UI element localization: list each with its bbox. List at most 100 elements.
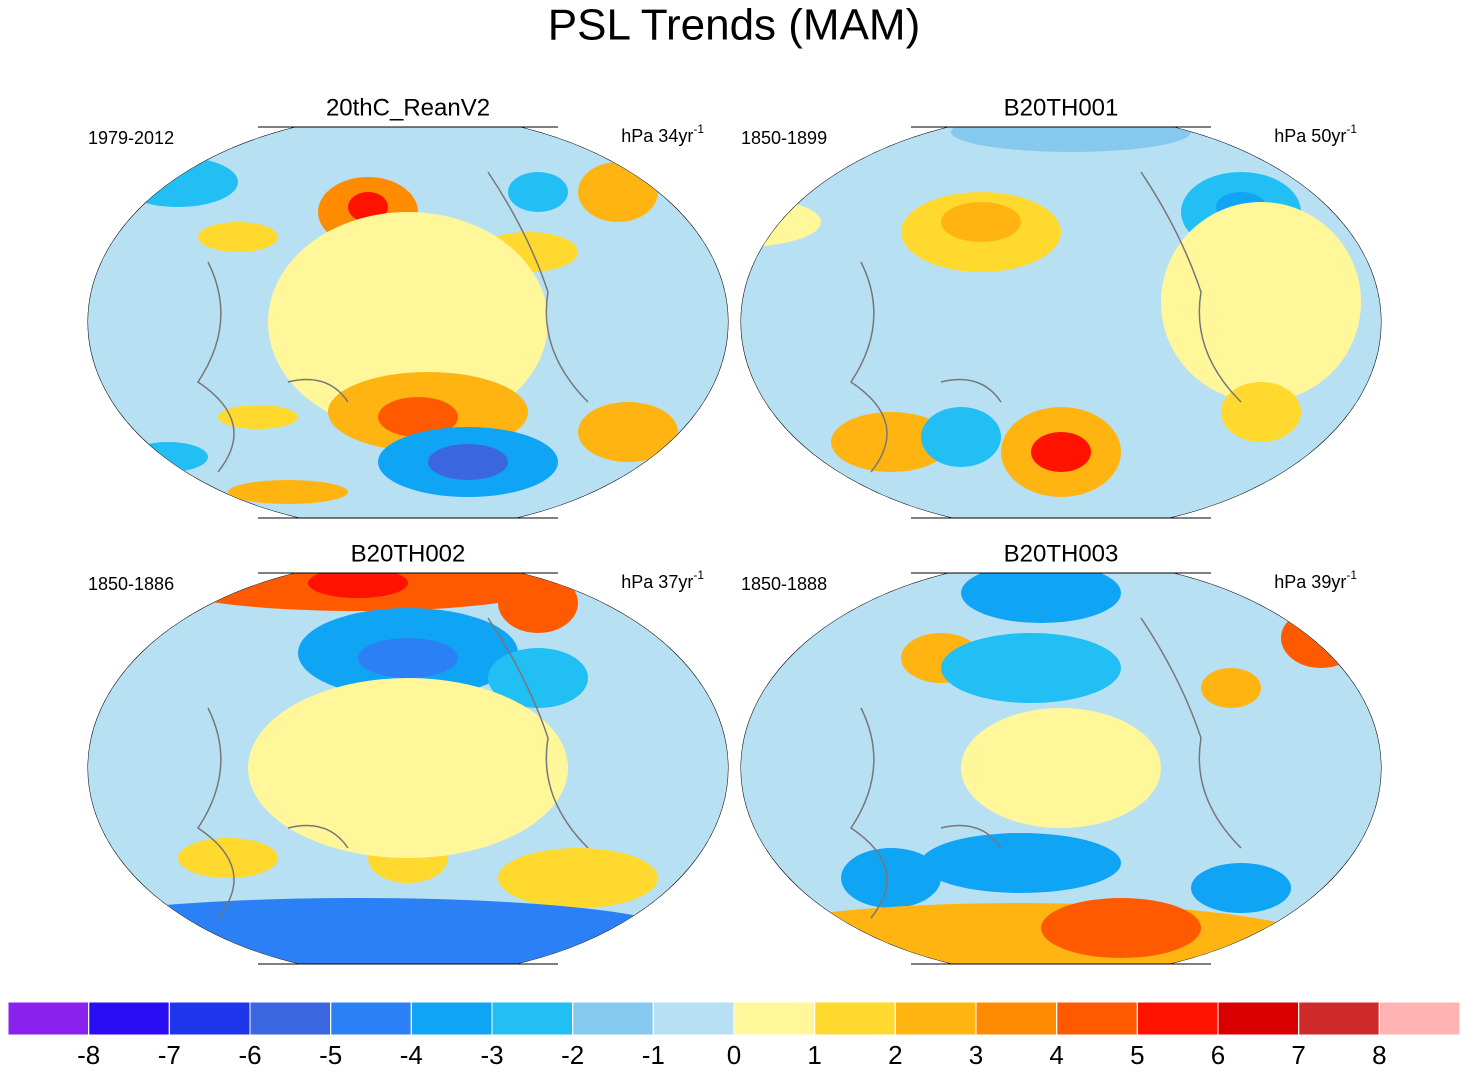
contour-region [358,638,458,678]
contour-region [951,127,1191,152]
colorbar-box [1378,1001,1461,1036]
colorbar-label: 6 [1211,1040,1225,1070]
panel-units: hPa 37yr-1 [621,568,704,592]
colorbar-box [733,1001,816,1036]
panel-period: 1850-1899 [741,128,827,148]
contour-region [941,633,1121,703]
colorbar-label: -5 [319,1040,342,1070]
panel-units: hPa 34yr-1 [621,122,704,146]
contour-region [118,157,238,207]
colorbar-box [975,1001,1058,1036]
panel-title: 20thC_ReanV2 [326,94,490,121]
colorbar-label: -4 [400,1040,423,1070]
map-clip [741,573,1381,964]
colorbar-box [1056,1001,1138,1036]
contour-region [498,573,578,633]
colorbar-label: 5 [1130,1040,1144,1070]
contour-region [218,405,298,429]
contour-region [488,648,588,708]
colorbar-box [1136,1001,1219,1036]
colorbar-box [814,1001,896,1036]
figure-title: PSL Trends (MAM) [548,1,920,50]
contour-region [1281,608,1361,668]
map [88,127,728,518]
units-text: hPa 39yr [1274,572,1346,592]
colorbar-label: 0 [727,1040,741,1070]
colorbar-label: -3 [480,1040,503,1070]
colorbar-label: -1 [642,1040,665,1070]
colorbar-label: 7 [1291,1040,1305,1070]
contour-region [428,444,508,480]
units-text: hPa 50yr [1274,126,1346,146]
colorbar-box [249,1001,332,1036]
colorbar-box [410,1001,493,1036]
coastline [849,617,1242,919]
colorbar-label: -2 [561,1040,584,1070]
contour-region [268,212,548,432]
coastline [196,617,589,919]
colorbar-box [168,1001,251,1036]
contour-region [1031,432,1091,472]
contour-region [228,480,348,504]
contour-region [248,678,568,858]
contour-region [1221,382,1301,442]
contour-region [1201,668,1261,708]
contour-region [498,848,658,908]
coastline [849,171,1242,473]
colorbar-label: 1 [807,1040,821,1070]
contour-region [831,412,951,472]
panel-units: hPa 50yr-1 [1274,122,1357,146]
contour-region [921,407,1001,467]
contour-region [578,402,678,462]
contour-region [961,573,1121,623]
panel-period: 1850-1888 [741,574,827,594]
panel-title: B20TH003 [1004,540,1119,567]
colorbar-box [572,1001,654,1036]
panel-period: 1979-2012 [88,128,174,148]
colorbar-label: 3 [969,1040,983,1070]
map-clip [88,573,728,964]
colorbar-label: -6 [238,1040,261,1070]
contour-region [348,192,388,222]
colorbar-label: 4 [1049,1040,1063,1070]
colorbar-box [652,1001,735,1036]
panel-period: 1850-1886 [88,574,174,594]
colorbar-box [7,1001,90,1036]
colorbar-label: -7 [158,1040,181,1070]
panel-units: hPa 39yr-1 [1274,568,1357,592]
colorbar-label: 2 [888,1040,902,1070]
contour-region [841,848,941,908]
contour-region [1161,202,1361,402]
contour-region [508,172,568,212]
contour-region [308,573,408,598]
units-text: hPa 37yr [621,572,693,592]
contour-region [378,397,458,437]
contour-region [88,898,678,964]
colorbar-label: 8 [1372,1040,1386,1070]
colorbar-box [88,1001,170,1036]
units-exponent: -1 [693,122,704,136]
units-exponent: -1 [693,568,704,582]
colorbar-box [491,1001,574,1036]
map [741,127,1381,518]
contour-region [921,833,1121,893]
units-exponent: -1 [1346,122,1357,136]
units-text: hPa 34yr [621,126,693,146]
colorbar-label: -8 [77,1040,100,1070]
contour-region [1191,863,1291,913]
contour-region [1041,898,1201,958]
units-exponent: -1 [1346,568,1357,582]
colorbar-box [330,1001,412,1036]
coastline [196,171,589,473]
panel-title: B20TH002 [351,540,466,567]
colorbar-box [1217,1001,1300,1036]
map-clip [741,127,1381,518]
contour-region [128,442,208,472]
map-clip [88,127,728,518]
contour-region [961,708,1161,828]
contour-region [198,222,278,252]
map [88,573,728,964]
contour-region [941,202,1021,242]
contour-region [578,162,658,222]
